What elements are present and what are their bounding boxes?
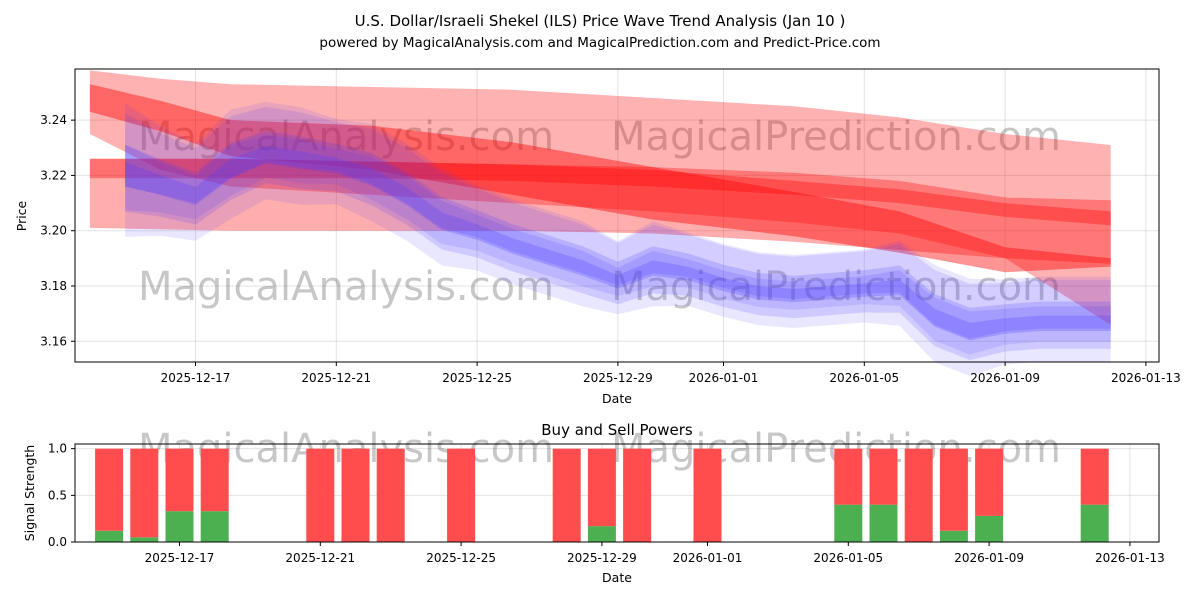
sell-bar (904, 448, 933, 542)
price-x-tick-label: 2025-12-17 (161, 371, 231, 385)
price-y-axis-label: Price (14, 200, 29, 231)
watermark-text: MagicalPrediction.com (611, 114, 1061, 160)
sell-bar (95, 448, 124, 531)
price-wave-band (125, 130, 1111, 339)
signal-x-tick-label: 2025-12-29 (567, 551, 637, 565)
signal-y-tick-label: 0.0 (48, 535, 67, 549)
signal-y-axis-label: Signal Strength (22, 445, 37, 541)
buy-bar (975, 515, 1004, 542)
prediction-bands (89, 70, 1111, 325)
price-y-tick-label: 3.22 (40, 168, 67, 182)
prediction-band (89, 158, 1111, 264)
signal-x-tick-label: 2025-12-17 (145, 551, 215, 565)
price-plot-frame (74, 68, 1160, 363)
signal-x-tick-label: 2026-01-01 (673, 551, 743, 565)
signal-x-tick-label: 2025-12-25 (426, 551, 496, 565)
signal-x-axis: 2025-12-17 2025-12-21 2025-12-25 2025-12-29… (145, 542, 1165, 565)
sell-bar (376, 448, 405, 542)
sell-bar (130, 448, 159, 538)
buy-bar (200, 511, 229, 542)
sell-bar (587, 448, 616, 527)
buy-bar (130, 537, 159, 542)
signal-y-axis: 0.0 0.5 1.0 (48, 442, 75, 549)
signal-x-tick-label: 2026-01-09 (954, 551, 1024, 565)
buy-bar (869, 504, 898, 542)
prediction-band (89, 70, 1111, 325)
price-wave-band (125, 134, 1111, 361)
signal-x-tick-label: 2026-01-05 (813, 551, 883, 565)
chart-subtitle: powered by MagicalAnalysis.com and Magic… (319, 35, 880, 51)
watermark-text: MagicalPrediction.com (611, 264, 1061, 310)
price-y-axis: 3.16 3.18 3.20 3.22 3.24 (40, 113, 75, 348)
signal-y-tick-label: 0.5 (48, 488, 67, 502)
price-watermarks: MagicalAnalysis.com MagicalPrediction.com… (138, 114, 1061, 310)
signal-x-axis-label: Date (602, 570, 632, 585)
sell-bar (200, 448, 229, 512)
prediction-band (89, 158, 1111, 226)
buy-bar (1080, 504, 1109, 542)
price-x-axis: 2025-12-17 2025-12-21 2025-12-25 2025-12-29… (161, 362, 1181, 385)
watermark-text: MagicalAnalysis.com (138, 114, 554, 160)
price-x-tick-label: 2026-01-13 (1111, 371, 1181, 385)
signal-bars (95, 448, 1109, 542)
sell-bar (1080, 448, 1109, 505)
price-x-tick-label: 2025-12-29 (583, 371, 653, 385)
signal-y-tick-label: 1.0 (48, 442, 67, 456)
sell-bar (939, 448, 968, 531)
sell-bar (447, 448, 476, 542)
sell-bar (975, 448, 1004, 516)
signal-title: Buy and Sell Powers (541, 421, 693, 439)
price-panel: MagicalAnalysis.com MagicalPrediction.com… (14, 68, 1181, 406)
price-x-axis-label: Date (602, 391, 632, 406)
sell-bar (341, 448, 370, 542)
sell-bar (623, 448, 652, 542)
signal-x-tick-label: 2026-01-13 (1095, 551, 1165, 565)
sell-bar (165, 448, 194, 512)
buy-bar (834, 504, 863, 542)
price-x-tick-label: 2026-01-09 (970, 371, 1040, 385)
price-y-tick-label: 3.24 (40, 113, 67, 127)
sell-bar (552, 448, 581, 542)
price-y-tick-label: 3.18 (40, 279, 67, 293)
chart-title: U.S. Dollar/Israeli Shekel (ILS) Price W… (355, 12, 846, 30)
watermark-text: MagicalAnalysis.com (138, 264, 554, 310)
price-wave-band (125, 101, 1111, 377)
price-x-tick-label: 2025-12-21 (301, 371, 371, 385)
price-y-tick-label: 3.16 (40, 334, 67, 348)
price-gridlines (75, 69, 1159, 362)
sell-bar (306, 448, 335, 542)
price-wave-band (125, 106, 1111, 355)
signal-x-tick-label: 2025-12-21 (285, 551, 355, 565)
buy-bar (939, 530, 968, 542)
signal-plot-frame (74, 443, 1160, 543)
price-x-tick-label: 2026-01-05 (829, 371, 899, 385)
sell-bar (869, 448, 898, 505)
price-x-tick-label: 2026-01-01 (689, 371, 759, 385)
price-y-tick-label: 3.20 (40, 224, 67, 238)
signal-panel: Buy and Sell Powers MagicalAnalysis.comM… (22, 421, 1165, 585)
buy-bar (165, 511, 194, 542)
buy-bar (95, 530, 124, 542)
prediction-band (89, 84, 1111, 273)
price-wave (125, 101, 1111, 377)
price-wave-band (125, 145, 1111, 341)
sell-bar (693, 448, 722, 542)
price-x-tick-label: 2025-12-25 (442, 371, 512, 385)
buy-bar (587, 526, 616, 542)
sell-bar (834, 448, 863, 505)
